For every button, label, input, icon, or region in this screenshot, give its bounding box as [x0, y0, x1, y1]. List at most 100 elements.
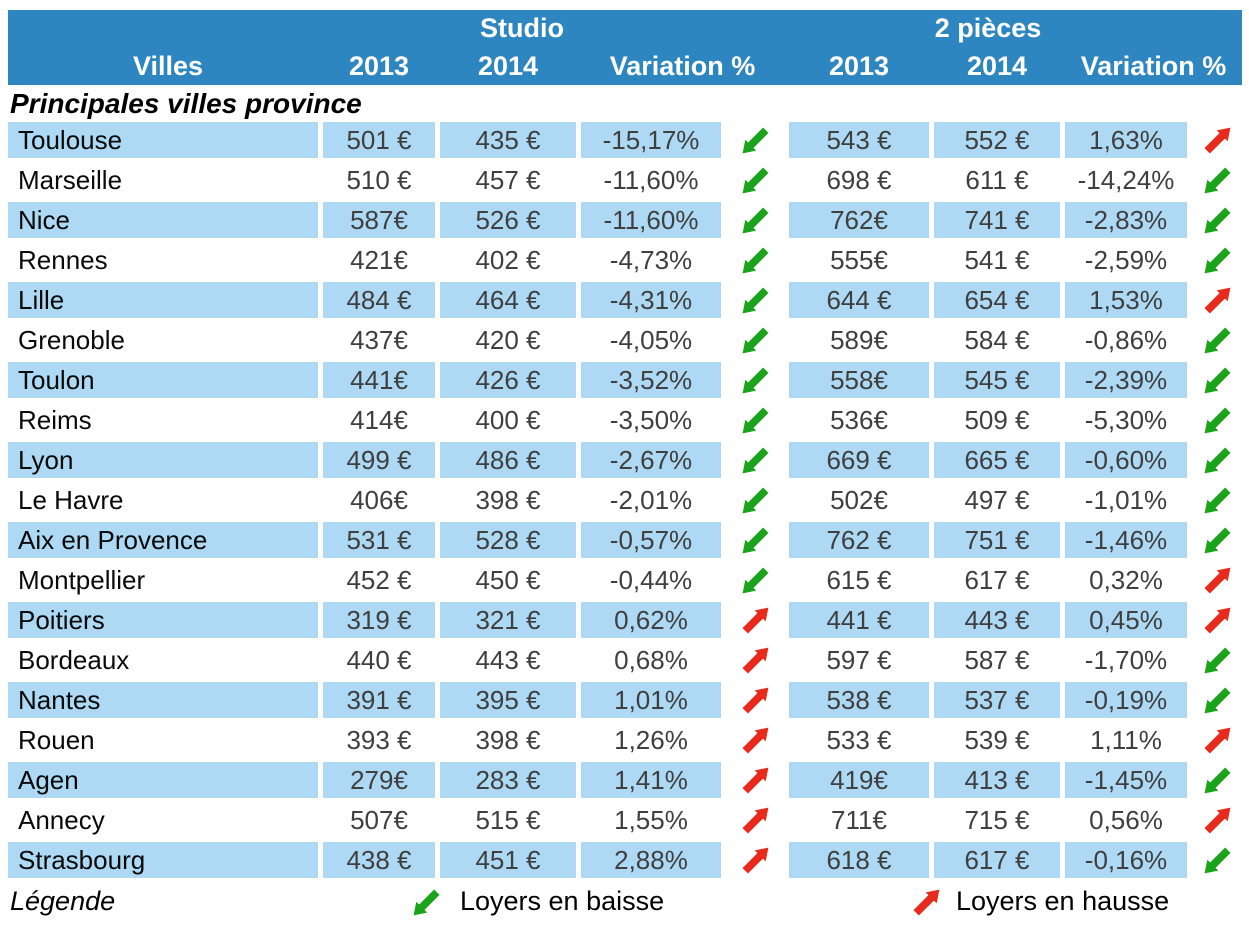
table-row: Bordeaux 440 € 443 € 0,68% 597 € 587 € -1,70%	[8, 642, 1242, 678]
table-row: Rennes 421€ 402 € -4,73% 555€ 541 € -2,59%	[8, 242, 1242, 278]
studio-2013-cell: 452 €	[346, 564, 412, 595]
studio-trend-cell	[726, 122, 784, 158]
2pieces-trend-cell	[1192, 602, 1242, 638]
studio-2013-cell: 438 €	[323, 842, 435, 878]
arrow-down-left-icon	[742, 206, 769, 233]
2pieces-2013-cell: 762 €	[789, 522, 929, 558]
2pieces-trend-cell	[1192, 802, 1242, 838]
2pieces-trend-cell	[1192, 122, 1242, 158]
2pieces-2013-cell: 543 €	[789, 122, 929, 158]
table-row: Rouen 393 € 398 € 1,26% 533 € 539 € 1,11%	[8, 722, 1242, 758]
arrow-down-left-icon	[1204, 686, 1231, 713]
2pieces-2013-cell: 538 €	[789, 682, 929, 718]
2pieces-trend-cell	[1192, 722, 1242, 758]
2pieces-2013-cell: 762€	[789, 202, 929, 238]
2pieces-2014-cell: 537 €	[934, 682, 1060, 718]
studio-trend-cell	[726, 522, 784, 558]
table-row: Nice 587€ 526 € -11,60% 762€ 741 € -2,83%	[8, 202, 1242, 238]
studio-2013-cell: 406€	[350, 484, 408, 515]
studio-2014-cell: 435 €	[440, 122, 576, 158]
studio-2013-cell: 393 €	[346, 724, 412, 755]
city-cell: Marseille	[18, 164, 123, 195]
2pieces-trend-cell	[1192, 482, 1242, 518]
studio-variation-cell: -4,31%	[581, 282, 721, 318]
2pieces-variation-cell: -0,86%	[1084, 324, 1168, 355]
table-row: Lille 484 €464 € -4,31% 644 €654 €1,53%	[8, 282, 1242, 318]
2pieces-2014-cell: 541 €	[964, 244, 1030, 275]
arrow-up-right-icon	[913, 889, 940, 916]
studio-2013-cell: 391 €	[323, 682, 435, 718]
2pieces-2013-cell: 419€	[789, 762, 929, 798]
table-header: Studio 2 pièces Villes 2013 2014 Variati…	[8, 10, 1242, 85]
table-row: Poitiers 319 €321 €0,62% 441 €443 €0,45%	[8, 602, 1242, 638]
2pieces-variation-cell: 0,32%	[1089, 564, 1163, 595]
2pieces-variation-cell: 1,11%	[1090, 724, 1162, 755]
city-cell: Lille	[8, 282, 318, 318]
studio-variation-cell: -15,17%	[581, 122, 721, 158]
table-row: Toulon 441€ 426 € -3,52% 558€ 545 € -2,39%	[8, 362, 1242, 398]
table-row: Strasbourg 438 €451 €2,88% 618 €617 € -0,16…	[8, 842, 1242, 878]
table-row: Lyon 499 €486 € -2,67% 669 €665 € -0,60%	[8, 442, 1242, 478]
studio-2013-cell: 507€	[350, 804, 408, 835]
studio-variation-cell: -4,05%	[609, 324, 693, 355]
2pieces-variation-cell: 0,56%	[1089, 804, 1163, 835]
studio-2013-cell: 279€	[323, 762, 435, 798]
arrow-up-right-icon	[1203, 607, 1230, 634]
studio-variation-cell: -4,73%	[609, 244, 693, 275]
legend-arrow-up-right-icon	[911, 887, 942, 925]
column-group-studio: Studio	[480, 13, 564, 43]
studio-2013-cell: 587€	[323, 202, 435, 238]
arrow-up-right-icon	[741, 647, 768, 674]
studio-trend-cell	[726, 162, 784, 198]
2pieces-variation-cell: -0,19%	[1065, 682, 1187, 718]
2pieces-variation-cell: -2,83%	[1065, 202, 1187, 238]
2pieces-trend-cell	[1192, 162, 1242, 198]
arrow-down-left-icon	[1204, 846, 1231, 873]
studio-2014-cell: 443 €	[475, 644, 541, 675]
studio-2013-cell: 441€	[323, 362, 435, 398]
table-row: Toulouse 501 €435 € -15,17% 543 €552 €1,63%	[8, 122, 1242, 158]
2pieces-trend-cell	[1192, 842, 1242, 878]
studio-variation-cell: -0,57%	[581, 522, 721, 558]
studio-2013-cell: 510 €	[346, 164, 412, 195]
city-cell: Montpellier	[18, 564, 146, 595]
studio-2013-cell: 437€	[350, 324, 408, 355]
city-cell: Toulouse	[8, 122, 318, 158]
2pieces-trend-cell	[1192, 682, 1242, 718]
studio-2013-cell: 421€	[350, 244, 408, 275]
2pieces-trend-cell	[1192, 642, 1242, 678]
studio-trend-cell	[726, 442, 784, 478]
studio-variation-cell: -2,01%	[609, 484, 693, 515]
studio-trend-cell	[726, 762, 784, 798]
city-cell: Lyon	[8, 442, 318, 478]
studio-trend-cell	[726, 362, 784, 398]
2pieces-2013-cell: 533 €	[826, 724, 892, 755]
2pieces-variation-cell: 0,45%	[1065, 602, 1187, 638]
studio-2014-cell: 426 €	[440, 362, 576, 398]
2pieces-2014-cell: 413 €	[934, 762, 1060, 798]
2pieces-variation-cell: -0,16%	[1065, 842, 1187, 878]
studio-trend-cell	[726, 282, 784, 318]
column-header-studio-2014: 2014	[477, 50, 539, 81]
arrow-down-left-icon	[742, 526, 769, 553]
legend: Légende Loyers en baisse Loyers en hauss…	[8, 882, 1242, 924]
2pieces-trend-cell	[1192, 202, 1242, 238]
studio-variation-cell: -3,50%	[609, 404, 693, 435]
table-row: Agen 279€ 283 €1,41% 419€ 413 € -1,45%	[8, 762, 1242, 798]
studio-2013-cell: 319 €	[323, 602, 435, 638]
2pieces-2013-cell: 536€	[830, 404, 888, 435]
2pieces-2013-cell: 558€	[789, 362, 929, 398]
2pieces-2013-cell: 615 €	[826, 564, 892, 595]
city-cell: Nice	[8, 202, 318, 238]
2pieces-2014-cell: 654 €	[934, 282, 1060, 318]
studio-trend-cell	[726, 562, 784, 598]
studio-2013-cell: 501 €	[323, 122, 435, 158]
city-cell: Poitiers	[8, 602, 318, 638]
arrow-up-right-icon	[1203, 727, 1230, 754]
city-cell: Reims	[18, 404, 92, 435]
2pieces-2014-cell: 665 €	[934, 442, 1060, 478]
2pieces-trend-cell	[1192, 442, 1242, 478]
rent-table: Studio 2 pièces Villes 2013 2014 Variati…	[8, 10, 1242, 924]
studio-2014-cell: 398 €	[475, 724, 541, 755]
column-header-2pieces-2013: 2013	[828, 50, 890, 81]
